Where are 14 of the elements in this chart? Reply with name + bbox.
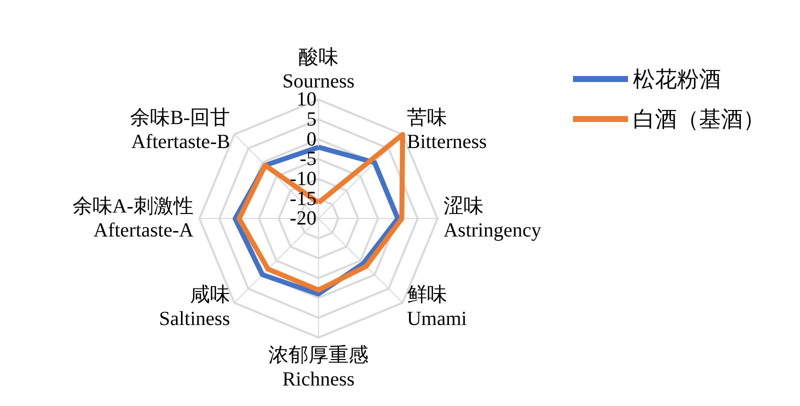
spoke-label: 涩味 Astringency — [443, 196, 542, 242]
spoke-label: 咸味 Saltiness — [158, 284, 230, 330]
spoke-label: 苦味 Bitterness — [406, 107, 488, 154]
legend-label: 白酒（基酒） — [633, 106, 765, 132]
spoke-label: 余味B-回甘 Aftertaste-B — [130, 107, 230, 154]
spoke-label: 余味A-刺激性 Aftertaste-A — [72, 196, 194, 242]
spoke-label: 浓郁厚重感 Richness — [268, 344, 368, 391]
y-tick-label: -5 — [300, 148, 316, 170]
y-tick-label: 5 — [306, 108, 316, 130]
y-tick-label: -10 — [290, 168, 316, 190]
y-tick-label: 0 — [306, 128, 316, 150]
y-tick-label: -20 — [290, 208, 316, 230]
legend-label: 松花粉酒 — [633, 66, 721, 92]
spoke-label: 鲜味 Umami — [406, 284, 468, 330]
